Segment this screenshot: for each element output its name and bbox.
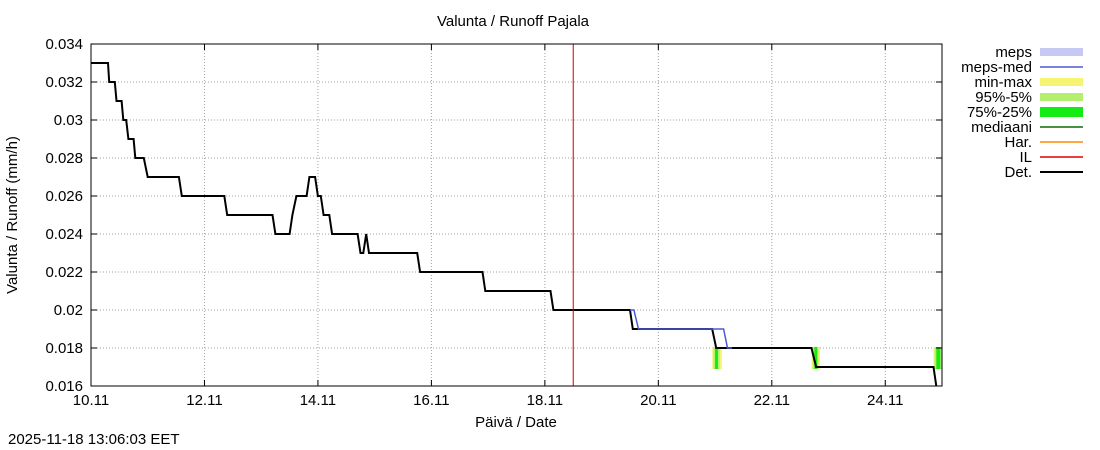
plot-frame: [90, 43, 943, 387]
x-tick-label: 16.11: [413, 392, 449, 409]
ensemble-bands: [712, 347, 942, 369]
series-lines: [91, 62, 938, 387]
x-tick-label: 14.11: [300, 392, 336, 409]
legend-label: IL: [1019, 149, 1032, 166]
y-tick-label: 0.032: [45, 74, 83, 91]
legend-label: 95%-5%: [975, 89, 1032, 106]
legend: mepsmeps-medmin-max95%-5%75%-25%mediaani…: [961, 44, 1083, 181]
y-tick-label: 0.02: [54, 302, 83, 319]
legend-label: Har.: [1004, 134, 1032, 151]
y-axis-label: Valunta / Runoff (mm/h): [4, 136, 21, 294]
x-tick-label: 24.11: [867, 392, 903, 409]
legend-label: Det.: [1004, 164, 1032, 181]
series-meps_med: [630, 309, 733, 349]
legend-swatch-min_max: [1040, 78, 1083, 86]
chart-title: Valunta / Runoff Pajala: [437, 13, 590, 30]
timestamp: 2025-11-18 13:06:03 EET: [8, 431, 180, 448]
legend-label: mediaani: [971, 119, 1032, 136]
legend-label: meps: [995, 44, 1032, 61]
series-det: [91, 62, 938, 387]
band-p75_25: [936, 347, 941, 369]
y-tick-label: 0.022: [45, 264, 83, 281]
y-tick-label: 0.034: [45, 36, 83, 53]
x-tick-label: 18.11: [527, 392, 563, 409]
y-tick-label: 0.028: [45, 150, 83, 167]
legend-label: 75%-25%: [967, 104, 1032, 121]
x-axis-label: Päivä / Date: [475, 414, 557, 431]
grid: [91, 44, 942, 386]
y-tick-label: 0.03: [54, 112, 83, 129]
legend-label: min-max: [974, 74, 1032, 91]
axis-ticks: 0.016 0.018 0.02 0.022 0.024 0.026 0.028 0.03 0.…: [45, 36, 942, 409]
legend-label: meps-med: [961, 59, 1032, 76]
y-tick-label: 0.016: [45, 378, 83, 395]
x-tick-label: 10.11: [73, 392, 109, 409]
y-tick-label: 0.018: [45, 340, 83, 357]
x-tick-label: 12.11: [186, 392, 222, 409]
x-tick-label: 22.11: [754, 392, 790, 409]
band-p75_25: [814, 347, 818, 369]
x-tick-label: 20.11: [640, 392, 676, 409]
y-tick-label: 0.024: [45, 226, 83, 243]
legend-swatch-p75_25: [1040, 107, 1083, 117]
band-p75_25: [715, 347, 718, 369]
legend-swatch-meps: [1040, 48, 1083, 56]
y-tick-label: 0.026: [45, 188, 83, 205]
legend-swatch-p95_5: [1040, 93, 1083, 101]
